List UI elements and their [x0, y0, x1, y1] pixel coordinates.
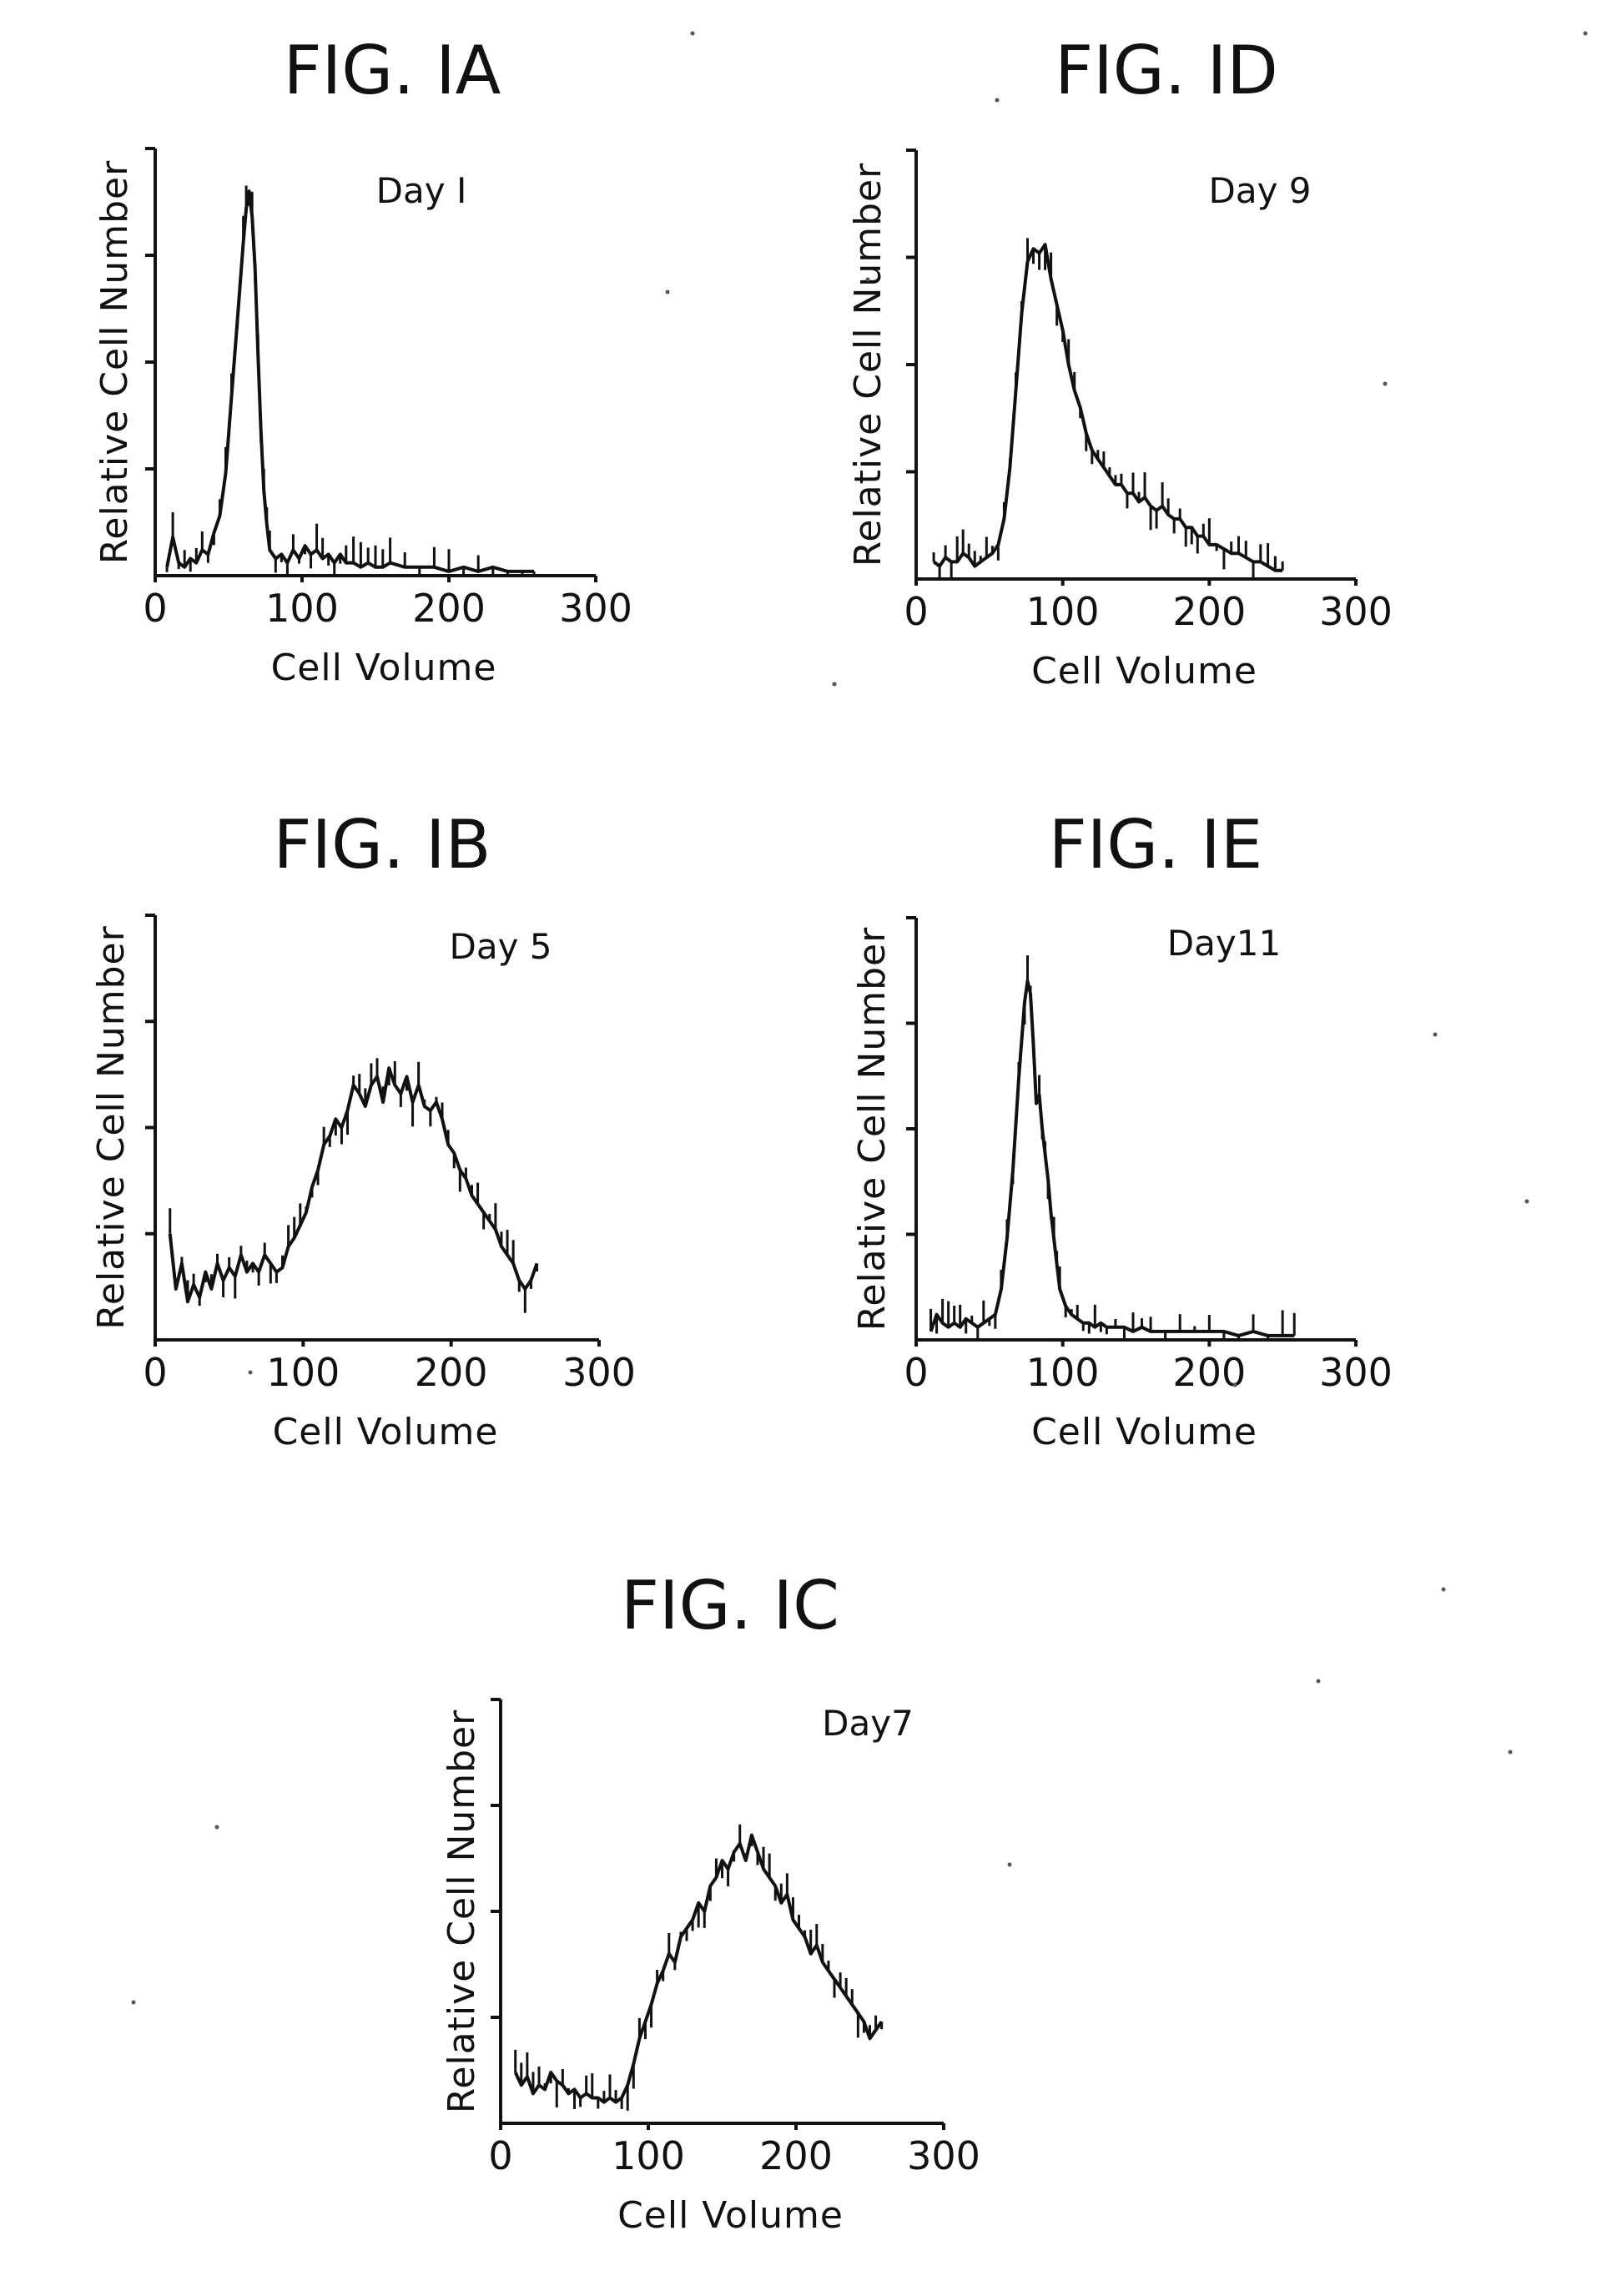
scan-speck	[1583, 31, 1588, 36]
y-axis-title: Relative Cell Number	[90, 925, 133, 1329]
chart-panel-fig1a: FIG. IA Day I 0 100 200 300 Cell Volume Relativ…	[93, 32, 632, 689]
x-tick-label: 0	[488, 2133, 512, 2178]
day-label: Day 5	[449, 926, 552, 967]
x-tick-label: 200	[412, 586, 486, 631]
x-tick-label: 300	[1319, 1350, 1393, 1395]
day-label: Day I	[376, 170, 467, 211]
scan-speck	[1383, 381, 1388, 386]
chart-panel-fig1d: FIG. ID Day 9 0 100 200 300 Cell Volume Relativ…	[847, 32, 1393, 692]
y-axis-title: Relative Cell Number	[847, 163, 889, 566]
figure-title: FIG. IA	[284, 32, 501, 109]
series-line	[168, 1066, 539, 1304]
x-tick-label: 0	[904, 1350, 928, 1395]
scan-speck	[1316, 1679, 1321, 1684]
scan-speck	[1524, 1199, 1529, 1204]
x-tick-label: 0	[143, 1350, 167, 1395]
x-tick-label: 300	[907, 2133, 980, 2178]
figure-title: FIG. IB	[274, 806, 491, 884]
scan-speck	[1232, 1382, 1237, 1387]
day-label: Day7	[822, 1703, 914, 1744]
x-tick-label: 300	[1319, 589, 1393, 634]
x-tick-label: 300	[562, 1350, 636, 1395]
figure-title: FIG. IC	[621, 1567, 839, 1644]
scan-speck	[1433, 1032, 1438, 1037]
figure-title: FIG. ID	[1055, 32, 1278, 109]
chart-panel-fig1e: FIG. IE Day11 0 100 200 300 Cell Volume Relativ…	[851, 806, 1393, 1453]
scan-speck	[832, 682, 837, 687]
series-line	[932, 243, 1283, 572]
x-tick-label: 300	[559, 586, 632, 631]
x-axis-title: Cell Volume	[1031, 650, 1257, 692]
scan-speck	[1441, 1587, 1446, 1592]
scan-speck	[995, 98, 1000, 103]
x-tick-label: 0	[143, 586, 167, 631]
scan-speck	[248, 1370, 253, 1375]
scan-speck	[214, 1825, 219, 1830]
x-axis-title: Cell Volume	[617, 2194, 844, 2237]
x-tick-label: 200	[1172, 1350, 1246, 1395]
series-line	[165, 189, 535, 573]
day-label: Day 9	[1208, 170, 1311, 211]
x-tick-label: 200	[759, 2133, 833, 2178]
x-tick-label: 100	[1026, 1350, 1100, 1395]
scan-speck	[665, 290, 670, 295]
scan-speck	[865, 277, 870, 282]
chart-panel-fig1b: FIG. IB Day 5 0 100 200 300 Cell Volume Relativ…	[90, 806, 636, 1453]
y-axis-title: Relative Cell Number	[93, 160, 136, 564]
scan-speck	[690, 31, 695, 36]
x-axis-title: Cell Volume	[271, 647, 497, 689]
scan-speck	[131, 2000, 136, 2005]
x-tick-label: 0	[904, 589, 928, 634]
x-axis-title: Cell Volume	[273, 1411, 499, 1453]
scan-speck	[1007, 1862, 1012, 1867]
chart-panel-fig1c: FIG. IC Day7 0 100 200 300 Cell Volume Relative…	[441, 1567, 980, 2237]
x-tick-label: 200	[415, 1350, 488, 1395]
x-tick-label: 200	[1172, 589, 1246, 634]
x-axis-title: Cell Volume	[1031, 1411, 1257, 1453]
x-tick-label: 100	[266, 1350, 340, 1395]
x-tick-label: 100	[265, 586, 339, 631]
scan-speck	[1508, 1750, 1513, 1755]
x-tick-label: 100	[612, 2133, 685, 2178]
x-tick-label: 100	[1026, 589, 1100, 634]
figure-title: FIG. IE	[1049, 806, 1263, 884]
day-label: Day11	[1167, 923, 1281, 964]
series-line	[513, 1833, 884, 2104]
y-axis-title: Relative Cell Number	[851, 927, 894, 1331]
y-axis-title: Relative Cell Number	[441, 1709, 483, 2113]
series-line	[929, 979, 1295, 1337]
